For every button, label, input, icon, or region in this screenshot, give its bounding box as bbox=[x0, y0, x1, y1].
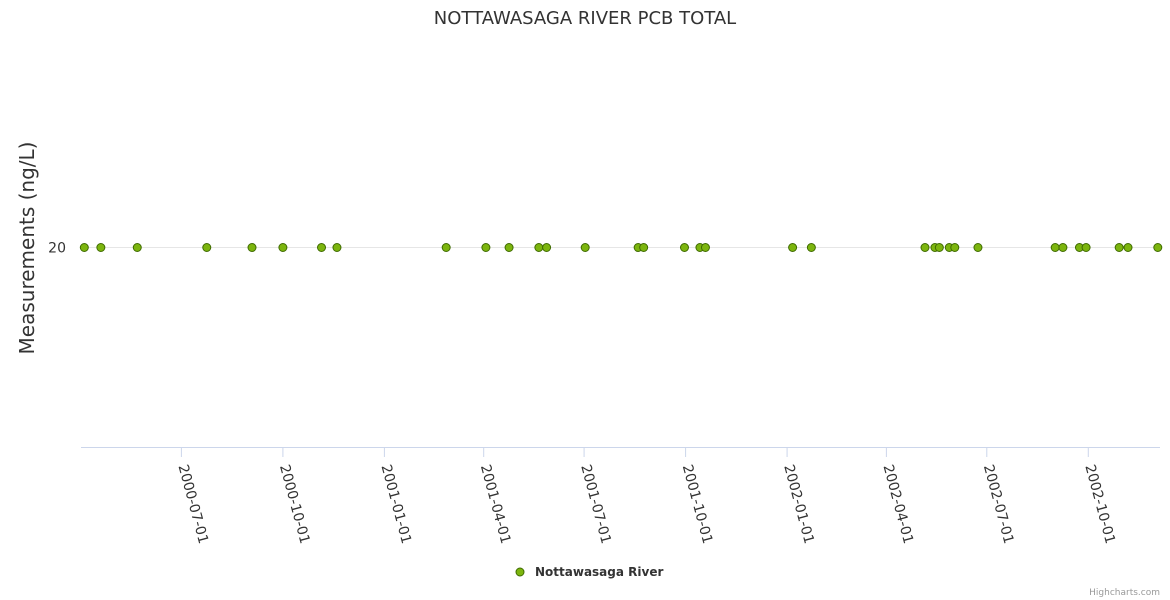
data-point[interactable] bbox=[950, 243, 960, 252]
legend-item-label[interactable]: Nottawasaga River bbox=[535, 565, 663, 579]
data-point[interactable] bbox=[973, 243, 983, 252]
data-point[interactable] bbox=[96, 243, 106, 252]
data-point[interactable] bbox=[504, 243, 514, 252]
data-point[interactable] bbox=[700, 243, 710, 252]
data-point[interactable] bbox=[441, 243, 451, 252]
data-point[interactable] bbox=[332, 243, 342, 252]
legend[interactable]: Nottawasaga River bbox=[515, 565, 663, 579]
data-point[interactable] bbox=[317, 243, 327, 252]
data-point[interactable] bbox=[679, 243, 689, 252]
data-point[interactable] bbox=[1081, 243, 1091, 252]
chart-title: NOTTAWASAGA RIVER PCB TOTAL bbox=[434, 8, 736, 29]
data-point[interactable] bbox=[1114, 243, 1124, 252]
legend-marker[interactable] bbox=[515, 567, 525, 577]
data-point[interactable] bbox=[481, 243, 491, 252]
data-point[interactable] bbox=[1123, 243, 1133, 252]
data-point[interactable] bbox=[202, 243, 212, 252]
data-point[interactable] bbox=[806, 243, 816, 252]
credits-link[interactable]: Highcharts.com bbox=[1089, 588, 1160, 598]
scatter-series[interactable] bbox=[79, 243, 1163, 252]
data-point[interactable] bbox=[580, 243, 590, 252]
y-tick-label: 20 bbox=[48, 241, 66, 257]
data-point[interactable] bbox=[278, 243, 288, 252]
data-point[interactable] bbox=[542, 243, 552, 252]
data-point[interactable] bbox=[79, 243, 89, 252]
data-point[interactable] bbox=[534, 243, 544, 252]
data-point[interactable] bbox=[247, 243, 257, 252]
data-point[interactable] bbox=[934, 243, 944, 252]
data-point[interactable] bbox=[639, 243, 649, 252]
data-point[interactable] bbox=[132, 243, 142, 252]
y-axis-ticks: 20 bbox=[48, 241, 66, 257]
data-point[interactable] bbox=[920, 243, 930, 252]
data-point[interactable] bbox=[1058, 243, 1068, 252]
data-point[interactable] bbox=[1153, 243, 1163, 252]
data-point[interactable] bbox=[788, 243, 798, 252]
y-axis-label: Measurements (ng/L) bbox=[15, 142, 39, 355]
data-point[interactable] bbox=[1050, 243, 1060, 252]
